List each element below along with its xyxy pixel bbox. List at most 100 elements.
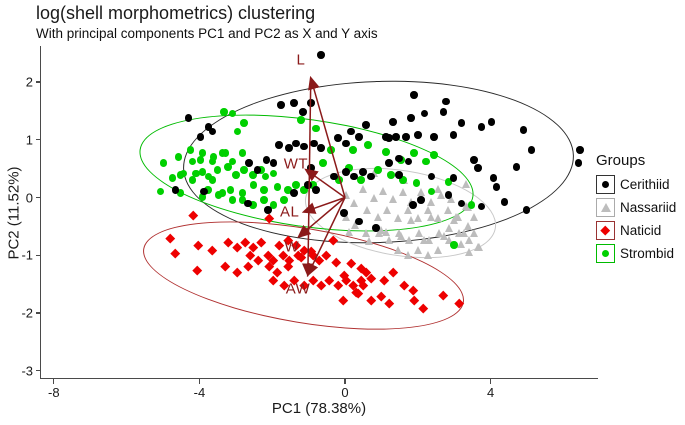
data-point-strombid [204, 172, 213, 181]
x-tick-label: 0 [341, 385, 349, 400]
data-point-nassariid [461, 180, 470, 189]
data-point-nassariid [383, 205, 392, 214]
legend-item-nassariid: Nassariid [596, 198, 684, 217]
data-point-nassariid [351, 220, 360, 229]
data-point-strombid [228, 157, 237, 166]
legend-label: Nassariid [620, 200, 677, 215]
data-point-nassariid [444, 223, 453, 232]
x-axis-line [40, 377, 598, 379]
data-point-naticid [188, 210, 199, 220]
data-point-cerithiid [574, 159, 583, 167]
data-point-strombid [312, 124, 320, 132]
data-point-cerithiid [457, 199, 466, 208]
x-tick-label: -4 [193, 385, 206, 400]
data-point-cerithiid [500, 198, 509, 206]
loading-label-al: AL [279, 203, 300, 221]
data-point-strombid [238, 189, 247, 197]
data-point-nassariid [433, 213, 442, 222]
y-tick [35, 369, 40, 372]
data-point-cerithiid [392, 133, 400, 141]
data-point-cerithiid [317, 51, 325, 59]
data-point-strombid [249, 201, 257, 209]
data-point-nassariid [423, 205, 432, 214]
data-point-strombid [218, 189, 227, 197]
data-point-cerithiid [184, 114, 193, 122]
loading-label-wt: WT [283, 155, 309, 173]
data-point-strombid [220, 108, 228, 116]
data-point-nassariid [359, 185, 368, 194]
data-point-nassariid [469, 228, 478, 237]
legend-item-strombid: Strombid [596, 244, 684, 263]
data-point-strombid [233, 127, 242, 136]
legend-swatch-triangle-icon [596, 198, 615, 217]
data-point-cerithiid [389, 118, 397, 126]
legend-item-cerithiid: Cerithiid [596, 175, 684, 194]
data-point-strombid [349, 146, 357, 154]
data-point-strombid [240, 119, 248, 127]
x-tick [489, 379, 492, 384]
x-tick-label: 4 [486, 385, 495, 400]
data-point-cerithiid [355, 133, 363, 141]
data-point-cerithiid [200, 187, 208, 196]
data-point-cerithiid [512, 163, 521, 171]
data-point-cerithiid [477, 202, 486, 211]
data-point-strombid [249, 171, 257, 179]
legend-label: Strombid [620, 246, 675, 261]
data-point-nassariid [341, 190, 350, 199]
data-point-cerithiid [334, 134, 342, 142]
y-tick-label: -1 [21, 247, 33, 263]
diamond-icon [600, 225, 611, 236]
data-point-strombid [238, 196, 247, 204]
loading-label-w: W [284, 238, 300, 256]
y-axis-line [40, 46, 42, 379]
data-point-cerithiid [576, 146, 584, 154]
data-point-cerithiid [196, 133, 205, 141]
data-point-strombid [430, 151, 438, 159]
legend-swatch-diamond-icon [596, 221, 615, 240]
data-point-strombid [319, 159, 327, 167]
data-point-nassariid [379, 187, 388, 196]
data-point-nassariid [424, 235, 433, 244]
data-point-cerithiid [367, 172, 375, 181]
data-point-strombid [284, 186, 292, 194]
data-point-cerithiid [492, 183, 501, 191]
y-tick-label: 0 [25, 190, 33, 205]
chart-title: log(shell morphometrics) clustering [36, 3, 316, 23]
data-point-nassariid [433, 185, 442, 194]
data-point-cerithiid [470, 156, 478, 164]
data-point-cerithiid [244, 199, 252, 208]
data-point-strombid [450, 241, 458, 249]
data-point-strombid [213, 166, 222, 174]
data-point-nassariid [419, 235, 428, 244]
data-point-nassariid [436, 190, 445, 199]
data-point-cerithiid [317, 144, 325, 152]
data-point-strombid [240, 166, 248, 174]
data-point-cerithiid [527, 146, 536, 154]
x-axis-title: PC1 (78.38%) [271, 400, 367, 417]
data-point-strombid [168, 174, 177, 182]
data-point-nassariid [373, 212, 382, 221]
data-point-nassariid [464, 235, 473, 244]
data-point-nassariid [393, 213, 402, 222]
data-point-cerithiid [264, 206, 272, 214]
data-point-nassariid [398, 188, 407, 197]
data-point-cerithiid [359, 168, 367, 176]
x-tick [344, 379, 346, 384]
data-point-nassariid [404, 235, 413, 244]
legend-item-naticid: Naticid [596, 221, 684, 240]
data-point-nassariid [413, 245, 422, 254]
data-point-strombid [156, 187, 165, 196]
y-tick-label: 2 [25, 74, 33, 90]
data-point-nassariid [449, 215, 458, 224]
data-point-strombid [273, 183, 282, 191]
data-point-strombid [467, 201, 476, 209]
data-point-cerithiid [342, 168, 350, 176]
data-point-nassariid [403, 250, 412, 259]
data-point-nassariid [349, 198, 358, 207]
data-point-strombid [228, 109, 237, 117]
data-point-strombid [357, 176, 365, 184]
data-point-strombid [204, 186, 212, 194]
data-point-strombid [280, 196, 288, 204]
data-point-strombid [260, 186, 268, 194]
data-point-nassariid [363, 205, 372, 214]
